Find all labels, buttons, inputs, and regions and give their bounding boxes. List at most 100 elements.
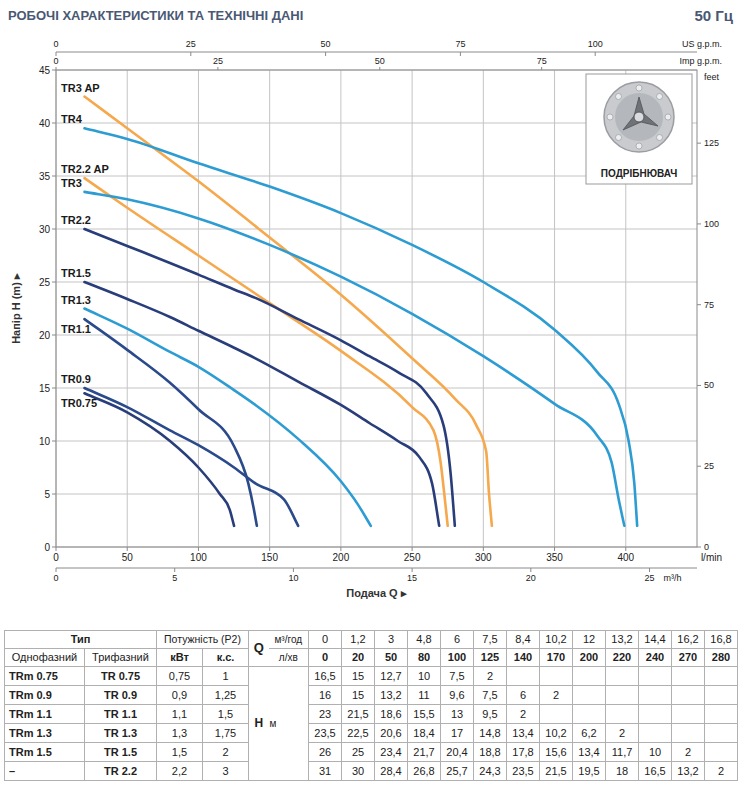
tick	[56, 568, 57, 572]
table-cell: 23,5	[507, 762, 540, 781]
tick-label: 0	[44, 542, 50, 553]
header-cell: 8,4	[507, 631, 540, 649]
table-row: TRm 1.3TR 1.31,31,7523,522,520,618,41714…	[5, 724, 738, 743]
tick	[412, 568, 413, 572]
table-cell: 2	[474, 667, 507, 686]
tick	[412, 547, 413, 551]
tick-label: 50	[321, 39, 331, 49]
table-cell	[705, 705, 738, 724]
table-cell: 18,8	[474, 743, 507, 762]
table-cell	[540, 705, 573, 724]
table-cell: 2,2	[157, 762, 203, 781]
tick	[52, 229, 56, 230]
header-cell: 20	[342, 649, 375, 667]
tick	[379, 67, 380, 70]
table-cell	[705, 667, 738, 686]
icon-hole	[657, 135, 663, 141]
tick-label: 100	[704, 219, 719, 229]
table-cell: 11	[408, 686, 441, 705]
table-cell: 16,5	[639, 762, 672, 781]
tick-label: 100	[588, 39, 603, 49]
axis-unit: feet	[704, 72, 720, 82]
header-cell: 170	[540, 649, 573, 667]
curve-label: TR2.2 AP	[61, 163, 109, 175]
axis-unit: Imp g.p.m.	[679, 56, 722, 66]
table-cell: TR 0.75	[85, 667, 157, 686]
table-cell	[606, 705, 639, 724]
tick	[595, 52, 596, 56]
table-cell: TR 1.5	[85, 743, 157, 762]
table-cell	[606, 667, 639, 686]
table-cell	[573, 667, 606, 686]
table-row: TRm 1.1TR 1.11,11,52321,518,615,5139,52	[5, 705, 738, 724]
tick-label: 20	[39, 330, 51, 341]
grid-line	[56, 494, 697, 495]
tick	[52, 494, 56, 495]
grid-line	[56, 335, 697, 336]
tick	[460, 52, 461, 56]
table-cell: 13,2	[375, 686, 408, 705]
tick-label: 0	[704, 542, 709, 552]
header-cell: 12	[573, 631, 606, 649]
tick	[697, 385, 701, 386]
curve	[84, 192, 624, 526]
icon-frame	[586, 74, 692, 184]
curve-label: TR0.75	[61, 397, 97, 409]
table-cell: 11,7	[606, 743, 639, 762]
table-cell: 21,7	[408, 743, 441, 762]
table-cell: TR 1.1	[85, 705, 157, 724]
table-cell: –	[5, 762, 85, 781]
table-cell: 2	[606, 724, 639, 743]
header-cell: м³/год	[269, 631, 309, 649]
icon-hole	[665, 114, 671, 120]
tick-label: 25	[704, 461, 714, 471]
tick-label: 15	[407, 573, 417, 583]
axis-unit: l/min	[701, 552, 722, 563]
header-cell: 16,2	[672, 631, 705, 649]
table-cell: 31	[309, 762, 342, 781]
table-cell: 1,75	[203, 724, 249, 743]
plot-area	[56, 70, 697, 547]
tick	[52, 441, 56, 442]
tick	[174, 568, 175, 572]
tick-label: 50	[122, 552, 134, 563]
tick-label: 50	[704, 380, 714, 390]
header-cell: 7,5	[474, 631, 507, 649]
table-cell: 10	[639, 743, 672, 762]
table-cell: 20,6	[375, 724, 408, 743]
curve-label: TR0.9	[61, 373, 91, 385]
axes: 050100150200250300350400l/min05101520253…	[10, 39, 722, 599]
tick	[52, 70, 56, 71]
icon-ring	[615, 93, 663, 141]
icon-hole	[607, 114, 613, 120]
tick	[554, 547, 555, 551]
table-cell	[672, 724, 705, 743]
table-cell: 21,5	[342, 705, 375, 724]
tick-label: 5	[44, 489, 50, 500]
header-cell: к.с.	[203, 649, 249, 667]
table-body: ТипПотужність (P2)Qм³/год01,234,867,58,4…	[5, 631, 738, 781]
tick-label: 75	[704, 300, 714, 310]
axis-line	[56, 568, 697, 569]
header-cell: 3	[375, 631, 408, 649]
table-cell: 15	[342, 667, 375, 686]
curve	[84, 229, 454, 526]
tick-label: 40	[39, 118, 51, 129]
header-cell: 140	[507, 649, 540, 667]
plot-frame	[56, 70, 697, 547]
table-cell: 18,6	[375, 705, 408, 724]
table-cell	[540, 667, 573, 686]
tick-label: 45	[39, 65, 51, 76]
tick-label: 0	[53, 552, 59, 563]
header-cell: 50	[375, 649, 408, 667]
tick-label: 75	[537, 56, 547, 66]
header-cell: м	[269, 667, 309, 781]
table-cell: 13,4	[507, 724, 540, 743]
table-cell	[705, 724, 738, 743]
curve	[84, 128, 637, 526]
table-cell: 15	[342, 686, 375, 705]
tick	[52, 388, 56, 389]
tick-label: 20	[526, 573, 536, 583]
table-cell	[672, 686, 705, 705]
tick	[625, 547, 626, 551]
